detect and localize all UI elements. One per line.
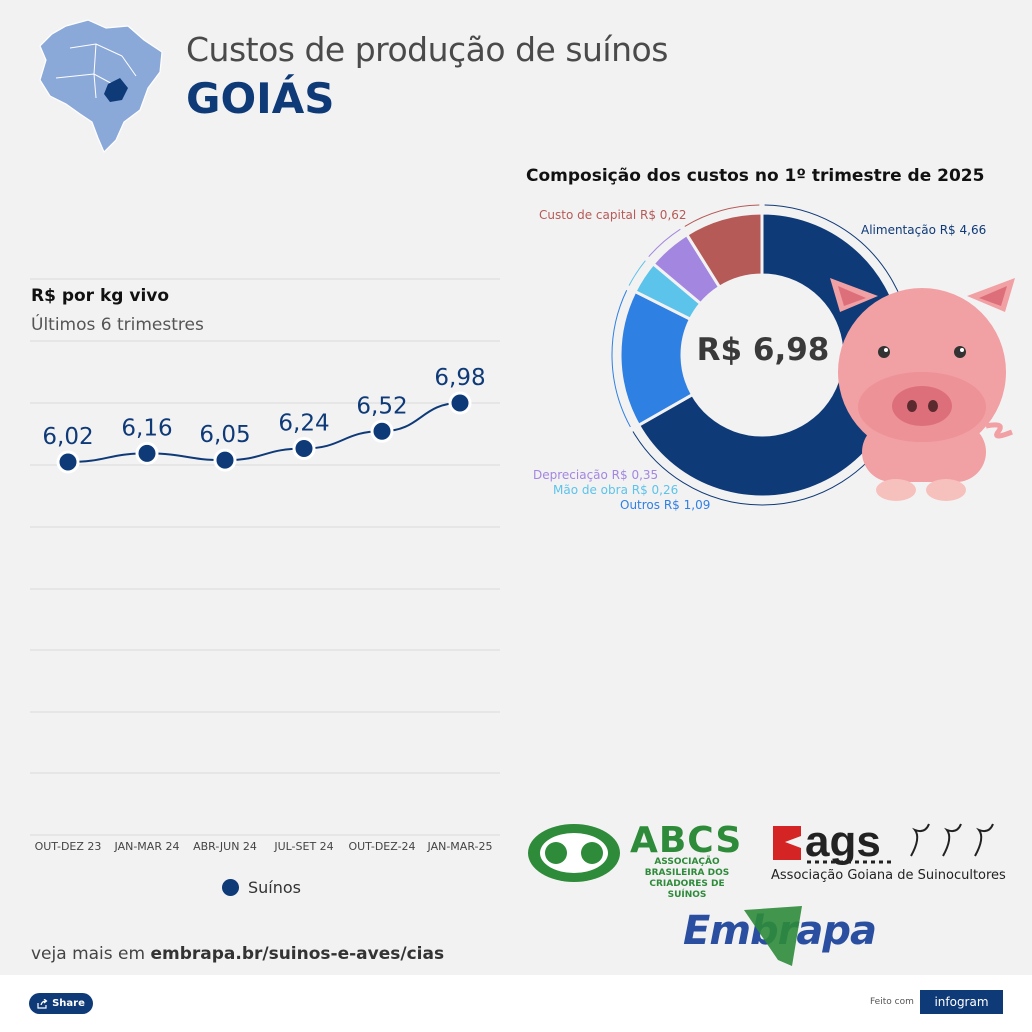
slice-leader-line [648,228,681,257]
legend-label: Suínos [248,878,302,897]
chart-legend[interactable]: Suínos [222,878,301,897]
embrapa-swoosh-icon [744,906,802,966]
line-chart: 6,02 6,16 6,05 6,24 6,52 6,98 [30,278,500,836]
more-info-prefix: veja mais em [31,944,151,964]
slice-label-outros: Outros R$ 1,09 [620,498,711,512]
share-label: Share [52,998,85,1009]
data-point[interactable] [370,419,394,443]
data-label: 6,52 [356,393,407,419]
slice-label-depreciacao: Depreciação R$ 0,35 [533,468,659,482]
data-point[interactable] [56,450,80,474]
brazil-map-icon [39,19,163,154]
data-label: 6,98 [434,365,485,391]
slice-label-custo-de-capital: Custo de capital R$ 0,62 [539,208,687,222]
svg-text:ags: ags [805,818,881,866]
data-label: 6,24 [278,410,329,436]
slice-leader-line [684,204,760,227]
ags-subtitle: Associação Goiana de Suinocultores [771,868,1006,883]
pig-illustration-icon [830,278,1015,501]
made-with-label: Feito com [870,997,914,1007]
data-label: 6,05 [199,422,250,448]
abcs-subtitle: ASSOCIAÇÃO BRASILEIRA DOS CRIADORES DE S… [644,857,730,900]
line-chart-title: R$ por kg vivo [31,286,170,306]
state-title: GOIÁS [186,74,335,123]
share-icon [37,998,48,1009]
slice-leader-line [611,290,631,428]
abcs-wordmark: ABCS [630,820,743,861]
line-chart-subtitle: Últimos 6 trimestres [31,315,204,335]
footer: Share Feito com infogram [0,975,1032,1032]
x-tick-label: ABR-JUN 24 [193,840,257,853]
x-tick-label: OUT-DEZ-24 [348,840,416,853]
goias-highlight [104,78,128,102]
slice-label-mao-de-obra: Mão de obra R$ 0,26 [553,483,679,497]
more-info-link[interactable]: embrapa.br/suinos-e-aves/cias [150,944,445,964]
x-tick-label: JAN-MAR 24 [114,840,180,853]
slice-leader-line [628,260,646,286]
data-point[interactable] [213,448,237,472]
infogram-logo[interactable]: infogram [920,990,1003,1014]
donut-slice-custo-de-capital[interactable] [684,211,764,290]
data-point[interactable] [135,441,159,465]
ags-logo-icon: ags [773,818,994,866]
more-info-text: veja mais em embrapa.br/suinos-e-aves/ci… [31,944,444,964]
slice-label-alimentacao: Alimentação R$ 4,66 [861,223,987,237]
donut-total-label: R$ 6,98 [696,332,830,368]
data-label: 6,16 [121,415,172,441]
x-tick-label: JAN-MAR-25 [427,840,493,853]
x-tick-label: JUL-SET 24 [274,840,334,853]
legend-swatch [222,879,239,896]
data-point[interactable] [448,391,472,415]
x-tick-label: OUT-DEZ 23 [34,840,102,853]
data-point[interactable] [292,436,316,460]
page-title: Custos de produção de suínos [186,30,668,69]
donut-chart-title: Composição dos custos no 1º trimestre de… [526,166,985,186]
abcs-logo-icon [528,824,620,882]
share-button[interactable]: Share [29,993,93,1014]
data-label: 6,02 [42,424,93,450]
